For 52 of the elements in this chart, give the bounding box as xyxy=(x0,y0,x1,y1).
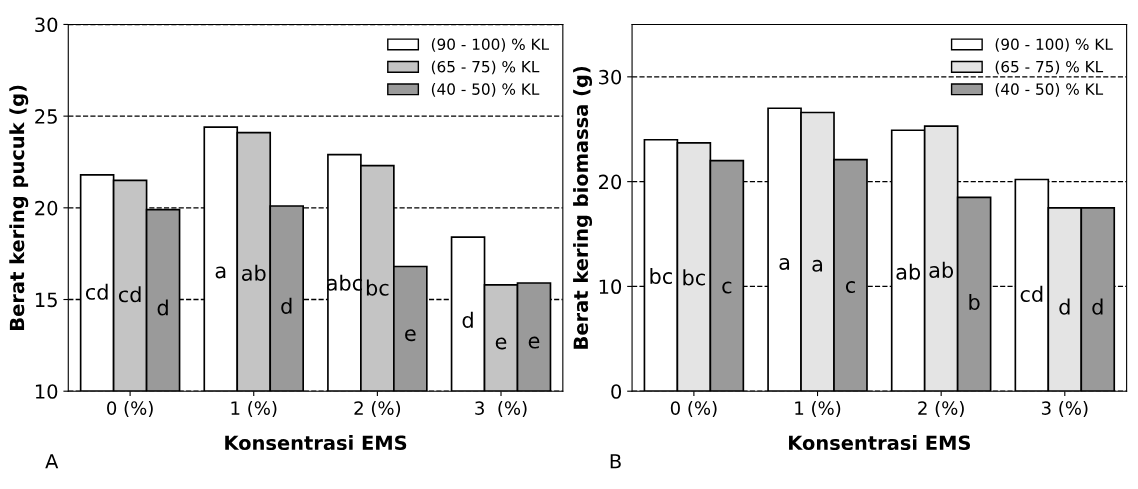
data-label: bc xyxy=(683,269,705,286)
data-label: d xyxy=(1092,298,1103,315)
y-tick-label: 10 xyxy=(599,279,622,295)
data-label: a xyxy=(215,266,226,279)
data-label: b xyxy=(969,293,980,311)
x-tick-label: 0 (%) xyxy=(670,400,717,418)
legend-label: (40 - 50) % KL xyxy=(431,83,540,97)
y-axis-title: Berat kering pucuk (g) xyxy=(9,85,29,330)
data-label: a xyxy=(779,257,790,270)
x-tick-label: 2 (%) xyxy=(918,400,964,418)
y-tick-label: 20 xyxy=(599,174,622,190)
data-label: cd xyxy=(1020,285,1043,302)
text: B xyxy=(610,454,621,469)
x-tick-label: 1 (%) xyxy=(231,400,277,418)
y-tick-label: 25 xyxy=(35,109,57,124)
data-label: c xyxy=(722,281,732,294)
legend-label: (90 - 100) % KL xyxy=(995,38,1113,52)
data-label: a xyxy=(812,259,823,272)
data-label: ab xyxy=(929,261,954,278)
data-label: d xyxy=(462,311,473,328)
y-tick-label: 30 xyxy=(35,17,58,33)
data-label: d xyxy=(281,297,292,314)
data-label: ab xyxy=(896,263,921,280)
y-tick-label: 10 xyxy=(35,384,58,399)
x-axis-title: Konsentrasi EMS xyxy=(225,435,407,451)
y-tick-label: 30 xyxy=(599,69,622,85)
y-axis-title: Berat kering biomassa (g) xyxy=(573,66,593,349)
data-label: cd xyxy=(118,286,141,303)
data-label: c xyxy=(845,281,855,294)
x-axis-title: Konsentrasi EMS xyxy=(789,435,971,451)
y-tick-label: 15 xyxy=(35,292,57,308)
data-label: d xyxy=(157,299,168,316)
text: A xyxy=(45,454,59,469)
legend-label: (40 - 50) % KL xyxy=(995,83,1104,97)
legend-label: (90 - 100) % KL xyxy=(431,38,549,52)
y-tick-label: 20 xyxy=(35,200,58,216)
x-tick-label: 3 (%) xyxy=(1041,400,1088,418)
y-tick-label: 0 xyxy=(611,384,622,399)
data-label: bc xyxy=(366,279,389,296)
data-label: cd xyxy=(85,283,108,300)
data-label: d xyxy=(1059,298,1070,315)
legend-label: (65 - 75) % KL xyxy=(995,60,1104,75)
legend-label: (65 - 75) % KL xyxy=(431,60,540,75)
x-tick-label: 3 (%) xyxy=(475,400,527,418)
data-label: e xyxy=(495,337,507,350)
x-tick-label: 0 (%) xyxy=(107,400,153,418)
x-tick-label: 2 (%) xyxy=(354,400,401,418)
data-label: e xyxy=(405,329,416,342)
x-tick-label: 1 (%) xyxy=(795,400,841,418)
data-label: bc xyxy=(650,267,672,285)
data-label: ab xyxy=(241,264,266,281)
data-label: e xyxy=(528,336,540,349)
